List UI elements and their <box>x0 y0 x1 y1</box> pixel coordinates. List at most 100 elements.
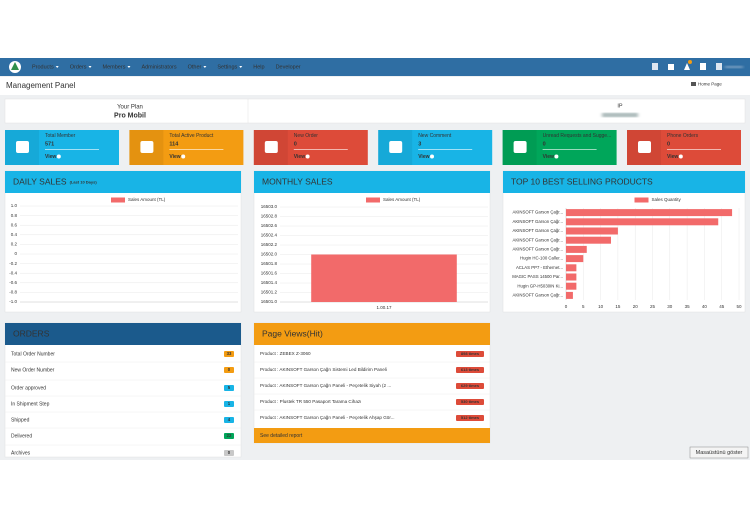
x-tick-label: 45 <box>719 304 725 309</box>
order-badge <box>224 401 234 407</box>
page-view-label[interactable]: Product : AKINSOFT Garson Çağrı Paneli -… <box>260 415 394 420</box>
legend-swatch <box>111 197 125 203</box>
y-tick-label: 16501.8 <box>261 261 278 266</box>
hit-count: 613 times <box>461 367 480 372</box>
tile-value: 3 <box>418 141 421 147</box>
page-view-label[interactable]: Product : AKINSOFT Garson Çağrı Paneli -… <box>260 383 391 388</box>
tile-icon <box>140 141 154 153</box>
tile-link[interactable]: View <box>667 154 678 160</box>
tile-value: 0 <box>294 141 297 147</box>
icon-button[interactable] <box>668 64 674 70</box>
order-row-label[interactable]: Delivered <box>11 433 32 439</box>
nav-item[interactable]: Members <box>103 64 126 70</box>
y-tick-label: 16502.2 <box>261 242 278 247</box>
tile-icon <box>264 141 278 153</box>
nav-icons <box>652 60 743 70</box>
order-row-label[interactable]: Total Order Number <box>11 351 55 357</box>
hit-count: 629 times <box>461 383 480 388</box>
chart-panel <box>4 170 242 313</box>
x-tick-label: 20 <box>633 304 639 309</box>
y-tick-label: AKINSOFT Garson Çağr... <box>512 210 563 215</box>
hit-badge <box>456 415 484 421</box>
caret <box>239 66 243 68</box>
tile-title: Total Member <box>45 133 76 139</box>
bar <box>566 264 577 272</box>
y-tick-label: -0.2 <box>9 261 17 266</box>
y-tick-label: AKINSOFT Garson Çağr... <box>512 219 563 224</box>
tile-title: Phone Orders <box>667 133 699 139</box>
page-view-label[interactable]: Product : ZEBEX Z-3060 <box>260 351 311 356</box>
order-row-label[interactable]: Order approved <box>11 385 46 391</box>
breadcrumb[interactable]: Home Page <box>698 82 722 87</box>
chart-title: MONTHLY SALES <box>262 176 333 186</box>
user-name <box>725 66 743 68</box>
y-tick-label: 0.6 <box>11 222 18 227</box>
caret <box>203 66 207 68</box>
hit-badge <box>456 399 484 405</box>
order-count: 5 <box>228 385 231 390</box>
caret <box>127 66 131 68</box>
plan-label: Your Plan <box>117 105 143 111</box>
link-arrow <box>305 154 310 159</box>
nav-item[interactable]: Products <box>32 64 54 70</box>
page-view-label[interactable]: Product : AKINSOFT Garson Çağrı Sistemi … <box>260 367 387 372</box>
legend-swatch <box>634 197 649 203</box>
order-badge <box>224 417 234 423</box>
y-tick-label: AKINSOFT Garson Çağr... <box>512 228 563 233</box>
chart-panel <box>502 170 746 313</box>
chart-header <box>254 171 490 193</box>
ip-value-blurred <box>602 113 638 117</box>
nav-item[interactable]: Settings <box>217 64 237 70</box>
icon-button[interactable] <box>684 63 690 70</box>
page-view-label[interactable]: Product : Plustek TR 550 Pasaport Tarama… <box>260 399 361 404</box>
x-tick-label: 50 <box>736 304 742 309</box>
tile-link[interactable]: View <box>294 154 305 160</box>
order-badge <box>224 367 234 373</box>
tile-link[interactable]: View <box>169 154 180 160</box>
order-row-label[interactable]: Archives <box>11 450 31 456</box>
nav-item[interactable]: Other <box>188 64 202 70</box>
tile-icon <box>513 141 527 153</box>
detailed-report-link[interactable]: See detailed report <box>260 433 303 439</box>
y-tick-label: 16501.0 <box>261 299 278 304</box>
x-tick-label: 1.00.17 <box>376 305 392 310</box>
tile-link[interactable]: View <box>418 154 429 160</box>
bar <box>566 236 611 244</box>
nav-item[interactable]: Developer <box>276 64 301 70</box>
logo-mark <box>11 62 19 70</box>
order-row-label[interactable]: New Order Number <box>11 367 55 373</box>
tile-link[interactable]: View <box>543 154 554 160</box>
link-arrow <box>678 154 683 159</box>
order-row-label[interactable]: Shipped <box>11 417 30 423</box>
order-count: 1 <box>228 401 231 406</box>
tile-title: New Order <box>294 133 319 139</box>
y-tick-label: -0.4 <box>9 270 17 275</box>
icon-button[interactable] <box>700 63 706 70</box>
hit-badge <box>456 383 484 389</box>
orders-panel <box>4 322 242 458</box>
tile-icon <box>16 141 29 153</box>
tooltip: Masaüstünü göster <box>696 450 743 456</box>
bar <box>566 218 719 226</box>
tile-value: 0 <box>667 141 670 147</box>
bar <box>566 282 577 290</box>
icon-button[interactable] <box>652 63 658 70</box>
plan-name: Pro Mobil <box>114 112 146 119</box>
order-badge <box>224 351 234 357</box>
home-icon <box>691 82 696 86</box>
nav-item[interactable]: Administrators <box>141 64 176 70</box>
nav-item[interactable]: Help <box>253 64 264 70</box>
y-tick-label: 0 <box>14 251 17 256</box>
y-tick-label: 16502.6 <box>261 223 278 228</box>
y-tick-label: ACLAS PP7 - Ethernet... <box>516 265 563 270</box>
navbar <box>0 58 750 76</box>
tile-link[interactable]: View <box>45 154 56 160</box>
x-tick-label: 15 <box>615 304 621 309</box>
chart-title: DAILY SALES <box>13 176 67 186</box>
user-avatar[interactable] <box>716 63 722 70</box>
ip-label: IP <box>617 103 623 109</box>
order-row-label[interactable]: In Shipment Step <box>11 401 50 407</box>
legend-label: Sales Amount (TL) <box>383 197 421 202</box>
y-tick-label: 1.0 <box>11 203 18 208</box>
nav-item[interactable]: Orders <box>70 64 87 70</box>
